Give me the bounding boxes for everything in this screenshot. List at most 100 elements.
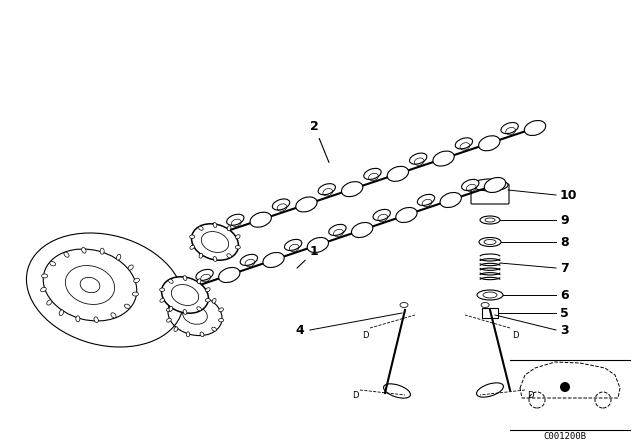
Ellipse shape xyxy=(183,276,187,280)
Ellipse shape xyxy=(168,279,173,283)
Ellipse shape xyxy=(455,138,472,149)
Ellipse shape xyxy=(166,308,172,311)
Ellipse shape xyxy=(479,136,500,151)
Text: 4: 4 xyxy=(295,323,304,336)
Ellipse shape xyxy=(387,166,408,181)
Ellipse shape xyxy=(174,283,196,297)
Text: C001200B: C001200B xyxy=(543,432,586,441)
Ellipse shape xyxy=(501,122,518,134)
FancyBboxPatch shape xyxy=(471,184,509,204)
Ellipse shape xyxy=(263,253,284,267)
Ellipse shape xyxy=(186,332,190,337)
Ellipse shape xyxy=(212,327,216,331)
Ellipse shape xyxy=(161,277,209,313)
Text: D: D xyxy=(512,331,518,340)
Ellipse shape xyxy=(40,288,46,292)
Ellipse shape xyxy=(197,307,202,311)
Text: 3: 3 xyxy=(560,323,568,336)
Ellipse shape xyxy=(396,207,417,223)
Ellipse shape xyxy=(186,293,190,298)
Ellipse shape xyxy=(183,310,187,314)
Text: D: D xyxy=(527,391,533,400)
Ellipse shape xyxy=(250,212,271,227)
Ellipse shape xyxy=(166,318,172,322)
Ellipse shape xyxy=(197,279,201,284)
Ellipse shape xyxy=(128,265,133,270)
Text: 10: 10 xyxy=(560,189,577,202)
Text: 2: 2 xyxy=(310,120,329,163)
Text: D: D xyxy=(362,331,368,340)
Ellipse shape xyxy=(199,253,203,258)
Ellipse shape xyxy=(191,224,239,260)
Ellipse shape xyxy=(524,121,546,135)
Ellipse shape xyxy=(440,193,461,207)
Ellipse shape xyxy=(134,278,140,283)
Ellipse shape xyxy=(47,300,52,305)
Ellipse shape xyxy=(219,308,223,312)
Circle shape xyxy=(560,382,570,392)
Ellipse shape xyxy=(100,248,104,254)
Ellipse shape xyxy=(433,151,454,166)
Ellipse shape xyxy=(116,254,121,260)
Ellipse shape xyxy=(94,317,99,323)
Ellipse shape xyxy=(364,168,381,180)
Ellipse shape xyxy=(400,302,408,307)
Ellipse shape xyxy=(204,228,226,242)
Ellipse shape xyxy=(240,254,257,266)
Ellipse shape xyxy=(481,302,489,307)
Ellipse shape xyxy=(205,288,210,292)
Ellipse shape xyxy=(196,269,213,280)
Ellipse shape xyxy=(42,274,47,278)
Text: 1: 1 xyxy=(297,245,319,268)
Ellipse shape xyxy=(213,223,217,228)
Ellipse shape xyxy=(307,237,328,253)
Ellipse shape xyxy=(160,298,164,302)
Ellipse shape xyxy=(477,290,503,300)
Ellipse shape xyxy=(82,247,86,253)
Ellipse shape xyxy=(50,262,56,266)
Ellipse shape xyxy=(205,298,211,302)
Ellipse shape xyxy=(472,179,508,191)
Ellipse shape xyxy=(190,245,195,249)
Ellipse shape xyxy=(410,153,427,164)
Ellipse shape xyxy=(111,313,116,318)
Ellipse shape xyxy=(461,179,479,190)
Text: 6: 6 xyxy=(560,289,568,302)
Bar xyxy=(482,308,498,318)
Ellipse shape xyxy=(273,199,290,210)
Ellipse shape xyxy=(213,257,217,262)
Ellipse shape xyxy=(198,226,203,230)
Ellipse shape xyxy=(200,332,204,336)
Ellipse shape xyxy=(236,235,240,239)
Ellipse shape xyxy=(159,288,164,292)
Ellipse shape xyxy=(351,223,373,237)
Ellipse shape xyxy=(76,316,80,322)
Ellipse shape xyxy=(200,293,204,298)
Ellipse shape xyxy=(227,254,232,258)
Text: D: D xyxy=(352,391,358,400)
Ellipse shape xyxy=(236,246,241,249)
Ellipse shape xyxy=(477,383,504,397)
Ellipse shape xyxy=(342,181,363,197)
Ellipse shape xyxy=(60,310,63,316)
Text: 7: 7 xyxy=(560,262,569,275)
Ellipse shape xyxy=(284,239,302,250)
Ellipse shape xyxy=(219,267,240,283)
Ellipse shape xyxy=(132,292,138,296)
Ellipse shape xyxy=(174,327,178,332)
Text: 8: 8 xyxy=(560,236,568,249)
Ellipse shape xyxy=(64,252,69,257)
Ellipse shape xyxy=(417,194,435,206)
Ellipse shape xyxy=(227,214,244,225)
Ellipse shape xyxy=(480,216,500,224)
Ellipse shape xyxy=(318,184,335,195)
Ellipse shape xyxy=(484,177,506,193)
Ellipse shape xyxy=(169,306,173,311)
Ellipse shape xyxy=(189,235,195,238)
Text: 5: 5 xyxy=(560,306,569,319)
Ellipse shape xyxy=(173,299,179,303)
Ellipse shape xyxy=(124,304,130,309)
Text: 9: 9 xyxy=(560,214,568,227)
Ellipse shape xyxy=(212,298,216,303)
Ellipse shape xyxy=(219,319,223,322)
